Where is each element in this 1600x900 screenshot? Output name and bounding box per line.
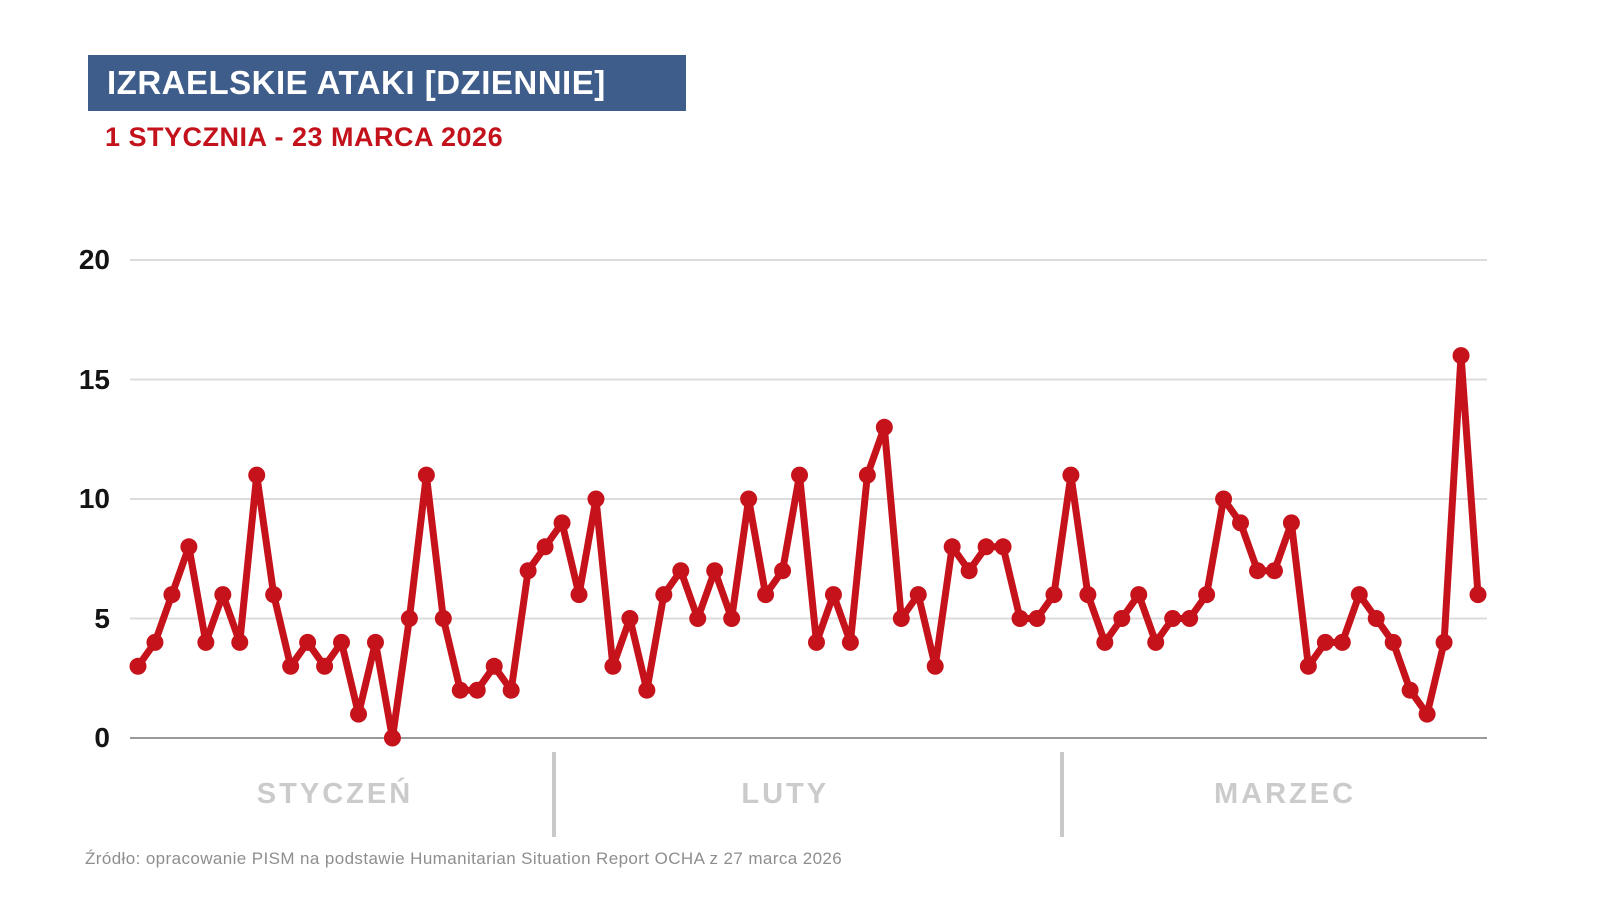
data-point xyxy=(451,681,469,699)
data-point xyxy=(807,633,825,651)
data-point xyxy=(519,562,537,580)
data-point xyxy=(1435,633,1453,651)
data-point xyxy=(757,586,775,604)
y-axis-tick: 15 xyxy=(78,363,110,395)
month-divider xyxy=(551,752,556,837)
data-point xyxy=(383,729,401,747)
data-point xyxy=(1147,633,1165,651)
month-label: STYCZEŃ xyxy=(256,778,414,810)
data-point xyxy=(1384,633,1402,651)
data-point xyxy=(1232,514,1250,532)
data-point xyxy=(774,562,792,580)
data-point xyxy=(875,418,893,436)
data-point xyxy=(400,610,418,627)
data-point xyxy=(553,514,571,532)
data-point xyxy=(1401,681,1419,699)
data-point xyxy=(1265,562,1283,580)
data-point xyxy=(163,586,181,604)
data-point xyxy=(604,657,622,675)
data-point xyxy=(1418,705,1436,723)
data-point xyxy=(1350,586,1368,604)
data-point xyxy=(299,633,317,651)
data-point xyxy=(282,657,300,675)
data-point xyxy=(231,633,249,651)
data-point xyxy=(1248,562,1266,580)
data-point xyxy=(909,586,927,604)
data-point xyxy=(689,610,707,627)
data-point xyxy=(485,657,503,675)
data-point xyxy=(502,681,520,699)
data-point xyxy=(824,586,842,604)
data-point xyxy=(672,562,690,580)
data-point xyxy=(791,466,809,484)
data-point xyxy=(587,490,605,508)
month-label: LUTY xyxy=(741,778,830,810)
data-point xyxy=(841,633,859,651)
data-point xyxy=(926,657,944,675)
data-point xyxy=(994,538,1012,556)
data-point xyxy=(706,562,724,580)
data-point xyxy=(1164,610,1182,627)
y-axis-tick: 10 xyxy=(78,483,110,514)
data-point xyxy=(892,610,910,627)
data-point xyxy=(570,586,588,604)
data-point xyxy=(1198,586,1216,604)
y-axis-tick: 0 xyxy=(94,722,110,753)
data-point xyxy=(1096,633,1114,651)
data-point xyxy=(1181,610,1199,627)
data-point xyxy=(468,681,486,699)
data-point xyxy=(350,705,368,723)
page-title: IZRAELSKIE ATAKI [DZIENNIE] xyxy=(107,64,606,101)
data-point xyxy=(180,538,198,556)
data-point xyxy=(417,466,435,484)
attacks-line xyxy=(134,352,1482,742)
data-point xyxy=(1299,657,1317,675)
data-point xyxy=(638,681,656,699)
data-point xyxy=(536,538,554,556)
data-point xyxy=(366,633,384,651)
gridlines xyxy=(130,259,1487,739)
data-point xyxy=(1333,633,1351,651)
data-point xyxy=(1367,610,1385,627)
data-point xyxy=(248,466,266,484)
chart-title-bar: IZRAELSKIE ATAKI [DZIENNIE] xyxy=(88,55,686,111)
data-point xyxy=(1079,586,1097,604)
data-point xyxy=(740,490,758,508)
data-point xyxy=(1011,610,1029,627)
data-point xyxy=(129,657,147,675)
data-point xyxy=(333,633,351,651)
y-axis-tick: 20 xyxy=(78,244,110,275)
data-point xyxy=(316,657,334,675)
month-divider xyxy=(1060,752,1065,837)
data-point xyxy=(1130,586,1148,604)
data-point xyxy=(214,586,232,604)
date-range-subtitle: 1 STYCZNIA - 23 MARCA 2026 xyxy=(105,122,504,152)
y-axis-tick: 5 xyxy=(94,602,110,634)
month-label: MARZEC xyxy=(1214,778,1357,810)
data-point xyxy=(1469,586,1487,604)
data-point xyxy=(858,466,876,484)
data-point xyxy=(1045,586,1063,604)
data-point xyxy=(621,610,639,627)
data-point xyxy=(723,610,741,627)
data-point xyxy=(960,562,978,580)
data-point xyxy=(1316,633,1334,651)
data-point xyxy=(1452,347,1470,365)
data-point xyxy=(1028,610,1046,627)
data-point xyxy=(943,538,961,556)
line-series xyxy=(129,347,1487,747)
data-point xyxy=(197,633,215,651)
data-point xyxy=(1215,490,1233,508)
data-point xyxy=(977,538,995,556)
source-caption: Źródło: opracowanie PISM na podstawie Hu… xyxy=(85,849,843,868)
data-point xyxy=(146,633,164,651)
data-point xyxy=(1062,466,1080,484)
data-point xyxy=(655,586,673,604)
data-point xyxy=(1282,514,1300,532)
data-point xyxy=(265,586,283,604)
data-point xyxy=(434,610,452,627)
data-point xyxy=(1113,610,1131,627)
